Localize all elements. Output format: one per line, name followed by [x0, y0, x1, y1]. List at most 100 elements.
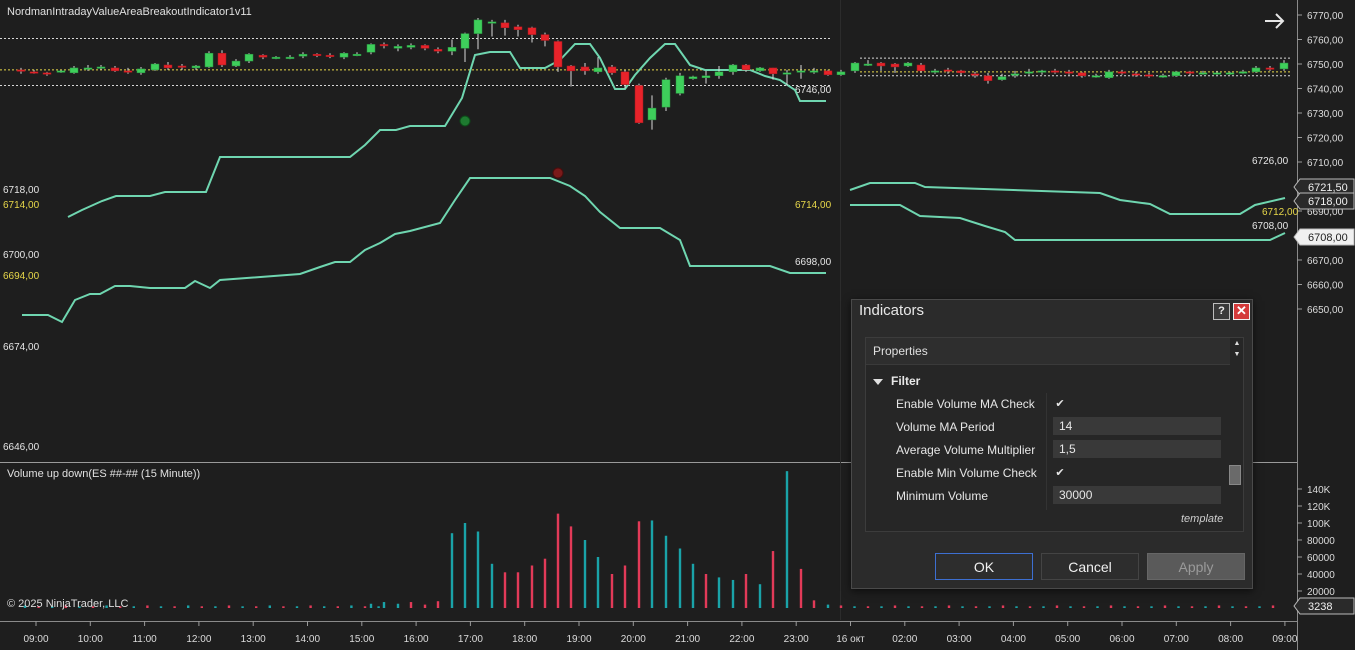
- candle: [379, 44, 389, 47]
- volume-bar: [1042, 606, 1045, 608]
- candle: [406, 45, 416, 48]
- candle: [500, 22, 510, 28]
- scroll-up-icon[interactable]: ▲: [1233, 340, 1241, 347]
- apply-button[interactable]: Apply: [1147, 553, 1245, 580]
- time-axis-label: 15:00: [349, 634, 374, 645]
- candle: [110, 67, 120, 72]
- volume-bar: [678, 548, 682, 608]
- minimum-volume-field[interactable]: 30000: [1053, 486, 1221, 504]
- enable-volume-ma-checkbox[interactable]: ✔: [1055, 398, 1065, 410]
- volume-bar: [1163, 605, 1167, 608]
- volume-bar: [812, 600, 816, 608]
- volume-bar: [704, 574, 708, 608]
- properties-panel: Properties ▲ ▼ Filter Enable Volume MA C…: [865, 337, 1244, 532]
- price-axis-label: 6720,00: [1307, 134, 1344, 145]
- candle: [1279, 62, 1289, 70]
- volume-bar: [1244, 606, 1248, 608]
- time-axis-label: 06:00: [1109, 634, 1134, 645]
- candle: [1037, 70, 1047, 73]
- volume-ma-period-field[interactable]: 14: [1053, 417, 1221, 435]
- volume-bar: [947, 605, 951, 608]
- low-price-badge-label: 6708,00: [1308, 232, 1348, 244]
- candle: [460, 33, 470, 49]
- candle: [177, 65, 187, 68]
- volume-bar: [758, 584, 762, 608]
- arrow-right-icon[interactable]: [1262, 8, 1288, 34]
- candle: [863, 63, 873, 66]
- signal-marker-up: [459, 115, 471, 127]
- volume-bar: [105, 605, 108, 608]
- volume-bar: [1109, 605, 1113, 608]
- volume-bar: [1015, 606, 1018, 608]
- volume-bar: [543, 558, 547, 608]
- candle: [943, 69, 953, 72]
- level-label-right: 6746,00: [795, 85, 832, 96]
- volume-bar: [450, 533, 454, 608]
- candle: [271, 56, 281, 59]
- candle: [836, 71, 846, 76]
- time-axis-label: 10:00: [78, 634, 103, 645]
- candle: [513, 26, 523, 30]
- volume-bar: [377, 606, 380, 608]
- candle: [473, 19, 483, 34]
- scrollbar-thumb[interactable]: [1229, 465, 1241, 485]
- template-link[interactable]: template: [1181, 513, 1224, 525]
- volume-bar: [159, 606, 163, 608]
- group-filter[interactable]: Filter: [873, 374, 920, 388]
- candle: [420, 45, 430, 49]
- volume-bar: [1096, 606, 1099, 608]
- candle: [1265, 67, 1275, 70]
- volume-bar: [463, 523, 467, 608]
- volume-bar: [1028, 606, 1032, 608]
- volume-bar: [623, 565, 627, 608]
- volume-bar: [650, 520, 654, 608]
- candle: [366, 44, 376, 53]
- cancel-button[interactable]: Cancel: [1041, 553, 1139, 580]
- enable-min-volume-checkbox[interactable]: ✔: [1055, 467, 1065, 479]
- volume-bar: [132, 606, 135, 608]
- candle: [607, 66, 617, 74]
- volume-bar: [880, 606, 883, 608]
- last-price-badge-label: 6721,50: [1308, 182, 1348, 194]
- candle: [782, 72, 792, 75]
- candle: [16, 69, 26, 72]
- scroll-down-icon[interactable]: ▼: [1233, 351, 1241, 358]
- candle: [593, 67, 603, 73]
- volume-badge-label: 3238: [1308, 601, 1332, 613]
- candle: [675, 75, 685, 94]
- price-axis-label: 6740,00: [1307, 85, 1344, 96]
- time-axis-label: 11:00: [132, 634, 157, 645]
- time-axis-label: 09:00: [1272, 634, 1297, 645]
- candle: [890, 63, 900, 68]
- low-price-badge: [1293, 228, 1355, 246]
- volume-bar: [961, 606, 964, 608]
- candle: [634, 85, 644, 124]
- candle: [244, 53, 254, 62]
- volume-axis-label: 40000: [1307, 570, 1335, 581]
- level-label-left: 6700,00: [3, 250, 40, 261]
- column-divider: [1046, 393, 1047, 510]
- indicator-title: NordmanIntradayValueAreaBreakoutIndicato…: [7, 6, 252, 18]
- candle: [647, 107, 657, 121]
- candle: [204, 52, 214, 68]
- close-icon[interactable]: ✕: [1233, 303, 1250, 320]
- volume-bar: [173, 606, 176, 608]
- candle: [714, 71, 724, 77]
- level-price-badge-label: 6718,00: [1308, 196, 1348, 208]
- time-axis-label: 02:00: [892, 634, 917, 645]
- average-volume-multiplier-field[interactable]: 1,5: [1053, 440, 1221, 458]
- volume-bar: [436, 601, 440, 608]
- candle: [916, 64, 926, 72]
- volume-bar: [1231, 606, 1234, 608]
- candle: [823, 70, 833, 76]
- candle: [620, 71, 630, 85]
- help-icon[interactable]: ?: [1213, 303, 1230, 320]
- volume-bar: [596, 557, 600, 608]
- candle: [163, 64, 173, 69]
- candle: [997, 76, 1007, 80]
- time-axis-label: 14:00: [295, 634, 320, 645]
- time-axis-label: 05:00: [1055, 634, 1080, 645]
- price-axis-label: 6710,00: [1307, 158, 1344, 169]
- volume-bar: [799, 568, 803, 608]
- ok-button[interactable]: OK: [935, 553, 1033, 580]
